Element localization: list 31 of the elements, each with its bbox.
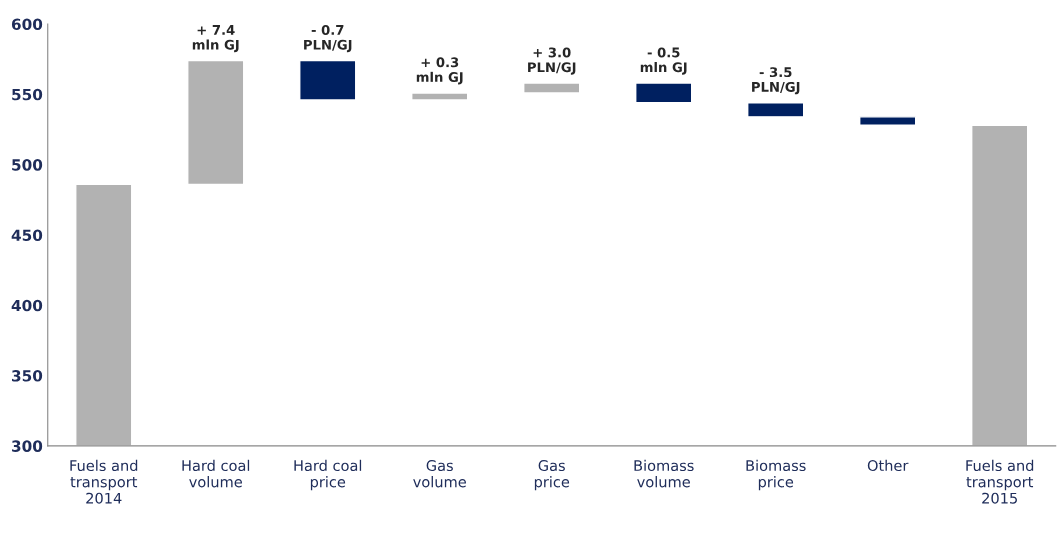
x-tick-label: Biomass price [746,459,806,491]
bar [635,82,693,104]
bar [523,82,581,94]
annotation: - 0.5 mln GJ [640,47,687,75]
annotation: - 0.7 PLN/GJ [304,24,352,53]
x-tick-label: Gas price [534,460,570,491]
annotation: - 3.5 PLN/GJ [752,67,800,95]
x-tick-label: Fuels and transport 2015 [966,459,1034,504]
x-tick-label: Gas volume [413,460,466,488]
annotation: + 3.0 PLN/GJ [528,47,576,75]
y-tick-label: 550 [12,88,43,101]
bar [411,92,469,101]
bar [747,102,805,118]
bar [187,59,245,186]
x-tick-label: Hard coal price [294,459,362,491]
annotation: + 0.3 mln GJ [416,57,463,85]
y-tick-label: 400 [11,299,43,312]
bar [75,183,133,446]
y-tick-label: 300 [12,440,43,452]
annotation: + 7.4 mln GJ [192,25,239,53]
y-tick-label: 500 [12,159,43,171]
bar [971,124,1029,446]
x-tick-label: Hard coal volume [182,459,250,488]
y-tick-label: 600 [11,18,43,31]
bar [859,116,917,126]
bar [299,59,357,101]
x-tick-label: Fuels and transport 2014 [70,459,138,504]
y-tick-label: 450 [11,229,43,241]
x-tick-label: Biomass volume [634,459,694,488]
x-tick-label: Other [867,459,909,472]
y-tick-label: 350 [12,370,43,382]
